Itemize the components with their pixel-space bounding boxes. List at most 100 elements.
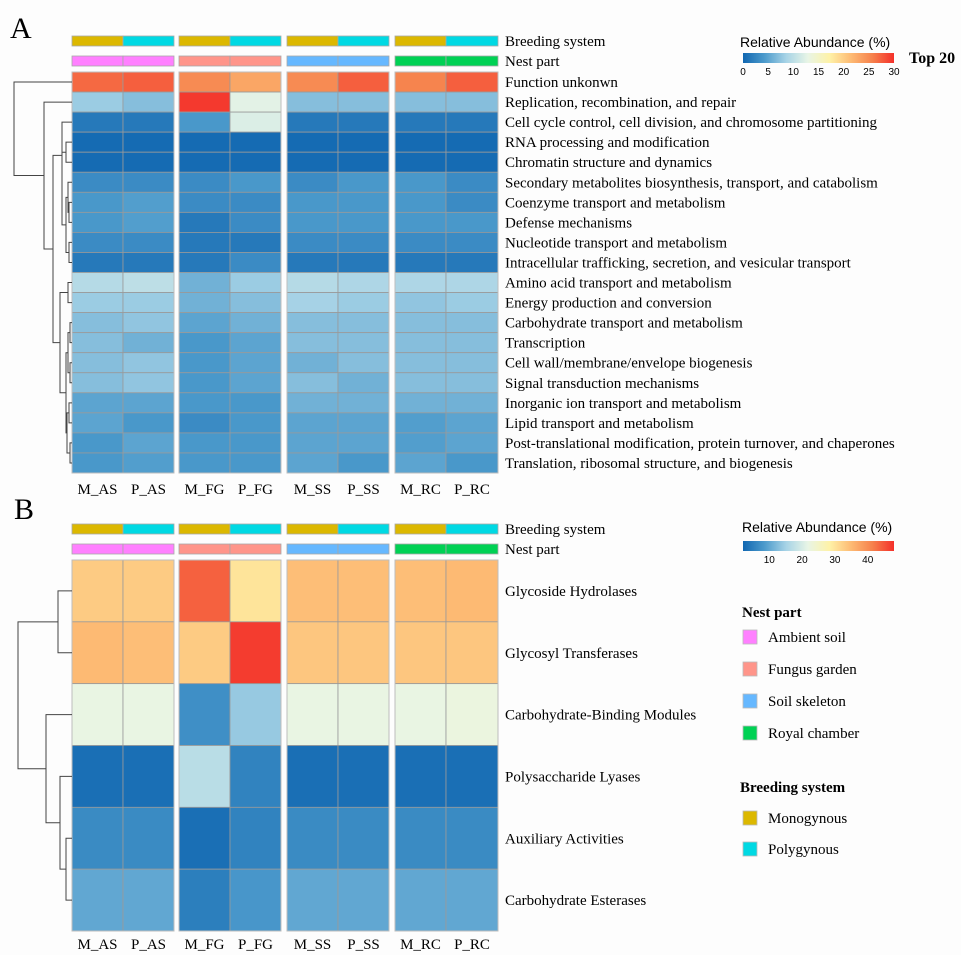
heatmap-cell: [71, 312, 124, 334]
heatmap-cell: [122, 312, 175, 334]
colorbar-a-ticks: 0 5 10 15 20 25 30: [740, 67, 900, 78]
heatmap-cell: [178, 91, 231, 113]
heatmap-cell: [337, 621, 390, 685]
heatmap-cell: [122, 332, 175, 354]
heatmap-cell: [286, 91, 339, 113]
heatmap-cell: [229, 272, 282, 293]
row-label: RNA processing and modification: [505, 135, 710, 151]
heatmap-cell: [286, 131, 339, 153]
heatmap-cell: [337, 191, 390, 213]
heatmap-cell: [71, 745, 124, 808]
row-label: Carbohydrate Esterases: [505, 893, 646, 909]
heatmap-cell: [229, 559, 282, 623]
annotation-breeding-cell: [178, 523, 231, 535]
row-label: Glycosyl Transferases: [505, 646, 638, 662]
heatmap-cell: [445, 231, 499, 253]
heatmap-cell: [71, 131, 124, 153]
heatmap-cell: [337, 683, 390, 746]
legend-label: Polygynous: [768, 842, 839, 858]
heatmap-cell: [337, 292, 390, 313]
legend-label: Monogynous: [768, 811, 847, 827]
colorbar-tick-label: 0: [740, 67, 746, 78]
heatmap-cell: [71, 452, 124, 474]
heatmap-cell: [394, 231, 447, 253]
heatmap-cell: [286, 272, 339, 293]
heatmap-cell: [286, 392, 339, 414]
heatmap-cell: [229, 452, 282, 474]
heatmap-cell: [71, 91, 124, 113]
heatmap-cell: [71, 111, 124, 133]
heatmap-cell: [71, 412, 124, 434]
heatmap-cell: [178, 745, 231, 808]
annotation-breeding-cell: [337, 523, 390, 535]
heatmap-cell: [337, 559, 390, 623]
heatmap-cell: [178, 231, 231, 253]
heatmap-cell: [229, 745, 282, 808]
legend-breeding-title: Breeding system: [740, 780, 846, 796]
panel-a-nest-label: Nest part: [505, 54, 560, 70]
heatmap-cell: [337, 352, 390, 374]
dendrogram-branch: [13, 81, 72, 177]
colorbar-a-gradient: [743, 53, 894, 63]
heatmap-cell: [337, 171, 390, 193]
colorbar-b-gradient: [743, 541, 894, 551]
heatmap-cell: [122, 621, 175, 685]
panel-a-breeding-label: Breeding system: [505, 34, 606, 50]
annotation-nest-cell: [71, 55, 124, 67]
legend-label: Royal chamber: [768, 726, 859, 742]
heatmap-cell: [229, 191, 282, 213]
heatmap-cell: [229, 312, 282, 334]
colorbar-tick-label: 10: [788, 67, 800, 78]
group-outline: [286, 71, 390, 474]
heatmap-cell: [178, 352, 231, 374]
heatmap-cell: [229, 868, 282, 932]
heatmap-cell: [445, 312, 499, 334]
heatmap-cell: [178, 131, 231, 153]
heatmap-cell: [445, 868, 499, 932]
panel-b-heatmap: Glycoside Hydrolases Glycosyl Transferase…: [17, 523, 696, 953]
heatmap-cell: [337, 312, 390, 334]
heatmap-cell: [394, 806, 447, 870]
annotation-nest-cell: [394, 55, 447, 67]
column-label: P_RC: [454, 937, 490, 953]
legend-label: Fungus garden: [768, 662, 857, 678]
annotation-nest-cell: [337, 55, 390, 67]
heatmap-cell: [178, 211, 231, 233]
annotation-nest-cell: [286, 55, 339, 67]
row-label: Energy production and conversion: [505, 296, 712, 312]
heatmap-cell: [445, 111, 499, 133]
group-outline: [178, 559, 282, 932]
dendrogram-branch: [17, 621, 58, 770]
heatmap-cell: [337, 131, 390, 153]
panel-b-breeding-label: Breeding system: [505, 522, 606, 538]
colorbar-tick-label: 20: [838, 67, 850, 78]
row-label: Glycoside Hydrolases: [505, 584, 637, 600]
heatmap-cell: [286, 332, 339, 354]
heatmap-cell: [122, 352, 175, 374]
row-label: Coenzyme transport and metabolism: [505, 195, 726, 211]
heatmap-cell: [445, 211, 499, 233]
heatmap-cell: [71, 191, 124, 213]
annotation-nest-cell: [445, 55, 499, 67]
heatmap-cell: [445, 252, 499, 273]
group-outline: [286, 559, 390, 932]
heatmap-cell: [445, 352, 499, 374]
group-outline: [71, 559, 175, 932]
heatmap-cell: [445, 621, 499, 685]
annotation-breeding-cell: [286, 35, 339, 47]
row-label: Inorganic ion transport and metabolism: [505, 396, 742, 412]
heatmap-cell: [445, 412, 499, 434]
row-label: Carbohydrate-Binding Modules: [505, 708, 696, 724]
dendrogram-branch: [65, 141, 72, 163]
heatmap-cell: [394, 191, 447, 213]
heatmap-cell: [394, 559, 447, 623]
legend-label: Soil skeleton: [768, 694, 846, 710]
heatmap-cell: [394, 432, 447, 454]
heatmap-cell: [229, 211, 282, 233]
heatmap-cell: [394, 745, 447, 808]
dendrogram-branch: [65, 837, 72, 901]
heatmap-cell: [229, 292, 282, 313]
heatmap-cell: [394, 151, 447, 173]
annotation-breeding-cell: [445, 35, 499, 47]
